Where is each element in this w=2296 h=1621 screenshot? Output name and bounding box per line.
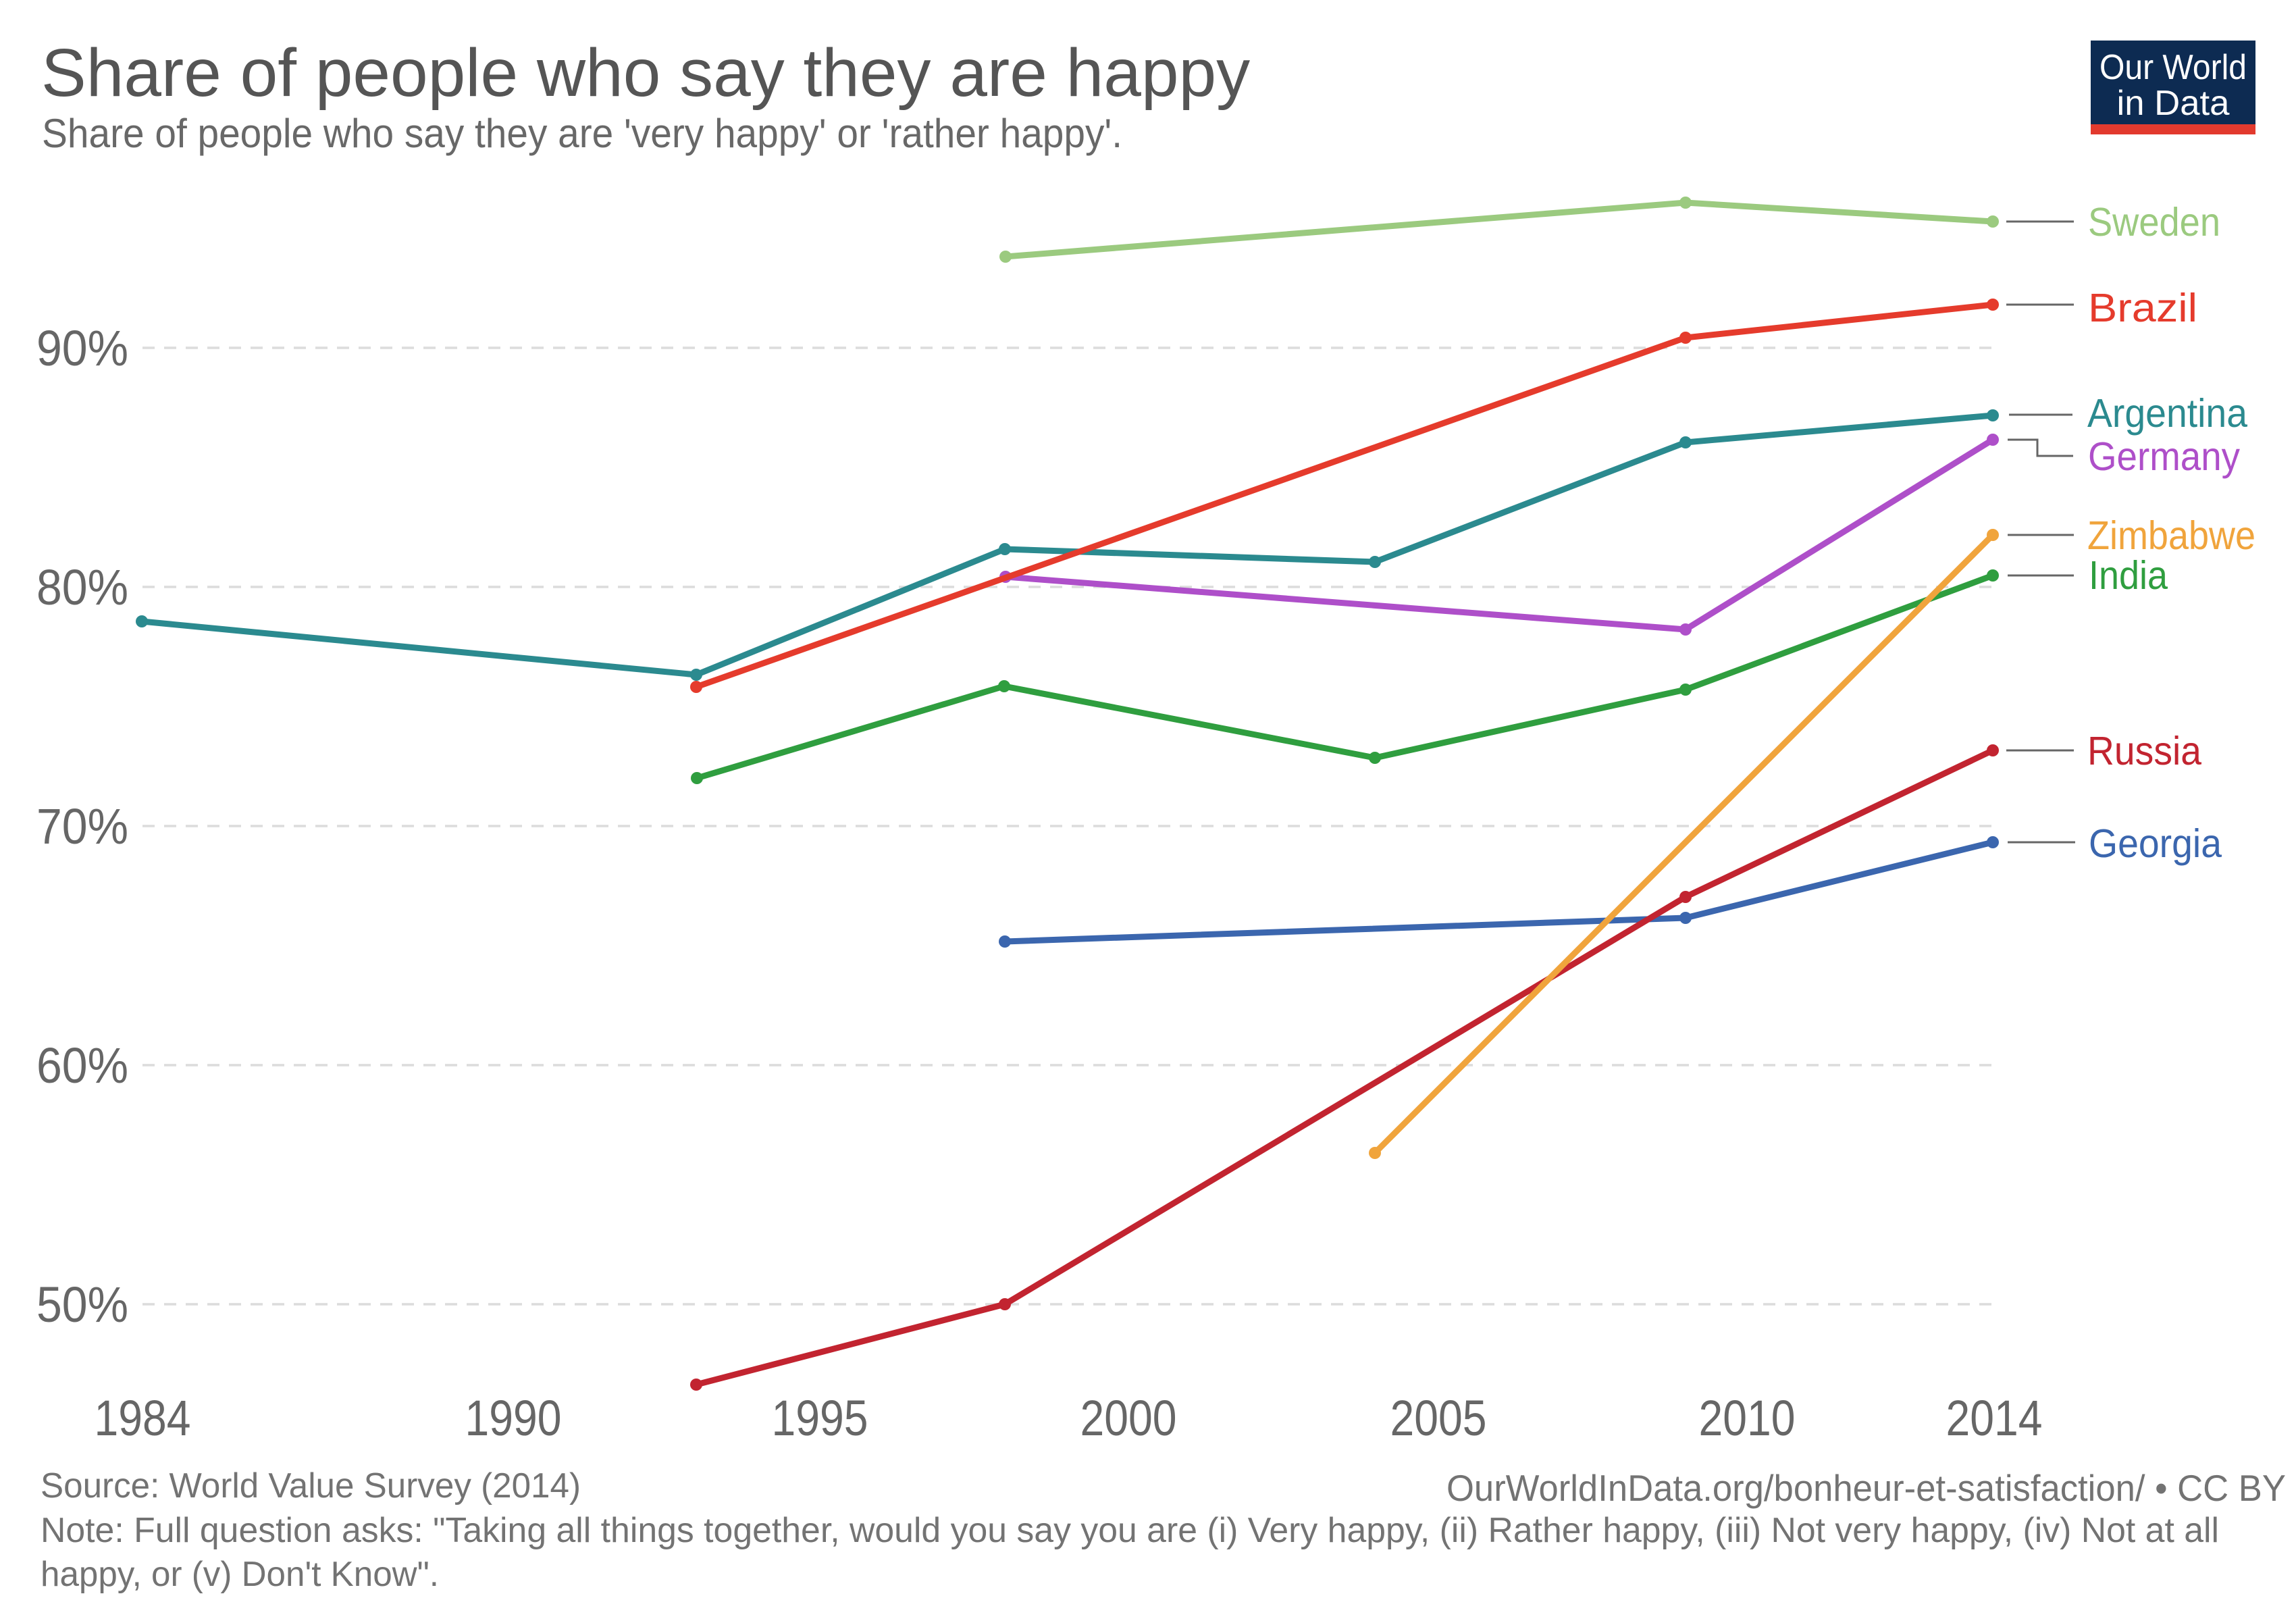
svg-text:OurWorldInData.org/bonheur-et-: OurWorldInData.org/bonheur-et-satisfacti… (1446, 1467, 2286, 1509)
svg-text:2000: 2000 (1080, 1390, 1177, 1446)
svg-text:2010: 2010 (1699, 1390, 1796, 1446)
svg-text:Share of people who say they a: Share of people who say they are happy (41, 35, 1250, 111)
svg-text:70%: 70% (36, 798, 128, 854)
svg-text:1990: 1990 (465, 1390, 562, 1446)
svg-text:1995: 1995 (772, 1390, 868, 1446)
svg-text:2014: 2014 (1946, 1390, 2043, 1446)
svg-text:Germany: Germany (2088, 434, 2240, 479)
svg-text:2005: 2005 (1390, 1390, 1487, 1446)
svg-text:Source: World Value Survey (20: Source: World Value Survey (2014) (41, 1466, 581, 1506)
svg-text:India: India (2089, 553, 2168, 598)
svg-text:Share of people who say they a: Share of people who say they are 'very h… (42, 111, 1122, 156)
svg-text:90%: 90% (36, 320, 128, 376)
svg-text:Argentina: Argentina (2087, 391, 2247, 436)
svg-text:happy, or (v) Don't Know".: happy, or (v) Don't Know". (41, 1555, 439, 1594)
svg-text:1984: 1984 (95, 1390, 191, 1446)
svg-text:Sweden: Sweden (2088, 200, 2220, 245)
svg-text:Our World: Our World (2099, 48, 2247, 87)
svg-text:Zimbabwe: Zimbabwe (2087, 513, 2255, 558)
svg-text:Georgia: Georgia (2089, 821, 2222, 866)
svg-text:Brazil: Brazil (2088, 286, 2197, 330)
svg-text:80%: 80% (36, 559, 128, 615)
svg-text:Russia: Russia (2087, 729, 2201, 773)
svg-text:Note: Full question asks: "Tak: Note: Full question asks: "Taking all th… (41, 1511, 2219, 1550)
svg-text:50%: 50% (36, 1277, 128, 1333)
svg-text:60%: 60% (36, 1037, 128, 1093)
svg-text:in Data: in Data (2117, 84, 2230, 123)
